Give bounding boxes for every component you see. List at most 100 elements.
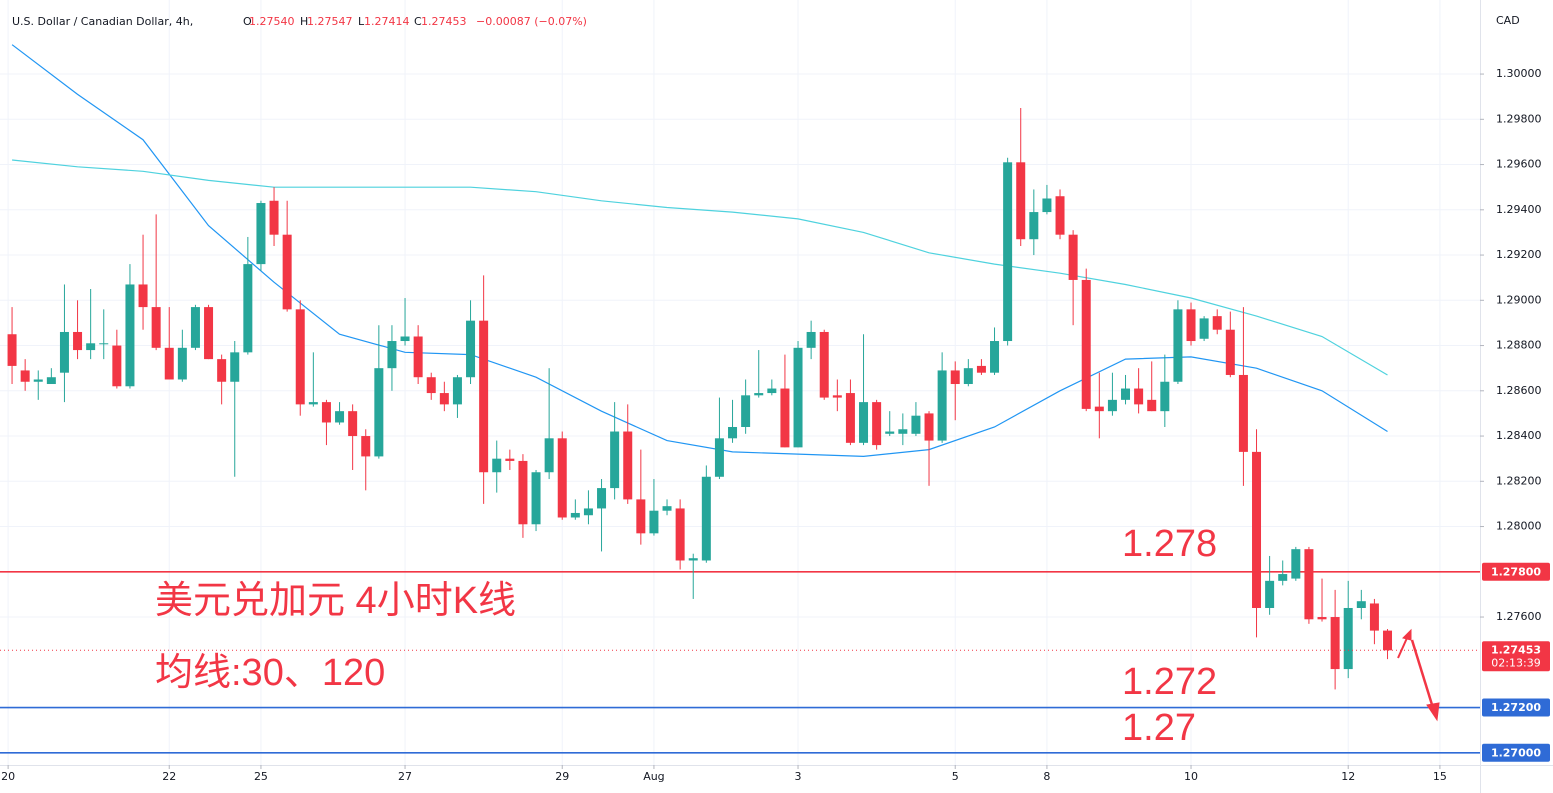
candle-body (1160, 381, 1170, 412)
candle-body (413, 336, 423, 378)
candle-body (557, 438, 567, 518)
candle-body (439, 393, 449, 405)
candle-body (1278, 574, 1288, 581)
candle-body (387, 341, 397, 369)
candle-body (885, 431, 895, 434)
y-tick-label: 1.29800 (1496, 112, 1542, 125)
y-tick-label: 1.30000 (1496, 67, 1542, 80)
ohlc-value: 1.27453 (421, 15, 467, 28)
moving-average-line (11, 44, 1388, 458)
candle-body (1343, 607, 1353, 670)
level-label-box (1482, 743, 1550, 762)
arrow-head (1402, 628, 1412, 641)
candle-body (1016, 162, 1026, 240)
y-tick-label: 1.28400 (1496, 429, 1542, 442)
candle-body (845, 393, 855, 443)
candle-body (531, 472, 541, 525)
candle-body (1094, 406, 1104, 412)
candle-body (1356, 601, 1366, 608)
candle-body (505, 458, 515, 461)
candle-body (138, 284, 148, 308)
level-label-box (1482, 562, 1550, 581)
ohlc-value: 1.27414 (364, 15, 410, 28)
candle-body (1369, 603, 1379, 631)
candle-body (59, 331, 69, 373)
x-tick-label: 22 (162, 770, 176, 783)
arrow (1397, 628, 1440, 722)
candle-body (570, 512, 580, 518)
candle-body (282, 234, 292, 310)
candle-body (583, 508, 593, 516)
candle-body (1121, 388, 1131, 400)
candle-body (1238, 374, 1248, 452)
candle-body (859, 402, 869, 443)
ohlc-value: 1.27540 (249, 15, 295, 28)
candle-body (649, 510, 659, 534)
candle-body (544, 438, 554, 473)
candle-body (1147, 399, 1157, 412)
axes: 1.30000 1.29800 1.29600 1.29400 1.29200 1.290… (1, 14, 1550, 783)
arrow-shaft (1410, 639, 1435, 709)
x-tick-label: 20 (1, 770, 15, 783)
change-value: −0.00087 (−0.07%) (476, 15, 587, 28)
candle-body (243, 264, 253, 353)
countdown-label: 02:13:39 (1491, 656, 1540, 669)
candle-body (1317, 617, 1327, 620)
level-label: 1.27800 (1491, 565, 1541, 578)
y-tick-label: 1.28000 (1496, 520, 1542, 533)
candle-body (754, 393, 764, 396)
candle-body (400, 336, 410, 342)
candle-body (374, 368, 384, 457)
candle-body (256, 203, 266, 265)
candle-body (348, 411, 358, 437)
ohlc-value: 1.27547 (307, 15, 353, 28)
candle-body (217, 359, 227, 382)
candle-body (230, 352, 240, 382)
candle-body (1003, 162, 1013, 342)
y-tick-label: 1.29200 (1496, 248, 1542, 261)
candle-body (662, 506, 672, 511)
arrow-shaft (1397, 637, 1408, 659)
last-price-box (1482, 641, 1550, 672)
candle-body (701, 476, 711, 561)
plot-area (0, 44, 1480, 754)
currency-label: CAD (1496, 14, 1520, 27)
x-tick-label: 15 (1433, 770, 1447, 783)
candle-body (125, 284, 135, 387)
candle-body (335, 411, 345, 423)
candle-body (492, 458, 502, 473)
candle-body (610, 431, 620, 489)
level-label: 1.27000 (1491, 746, 1541, 759)
candle-body (937, 370, 947, 441)
candle-body (1265, 580, 1275, 608)
y-tick-label: 1.27600 (1496, 610, 1542, 623)
candle-body (164, 347, 174, 380)
chart-title: U.S. Dollar / Canadian Dollar, 4h, (12, 15, 193, 28)
last-price-label: 1.27453 (1491, 643, 1541, 656)
annotation: 1.27 (1122, 707, 1196, 749)
candle-body (636, 499, 646, 534)
annotation: 均线:30、120 (155, 652, 385, 694)
candle-body (728, 426, 738, 439)
candle-body (911, 415, 921, 434)
candle-body (1225, 329, 1235, 375)
candle-body (479, 320, 489, 473)
level-label: 1.27200 (1491, 701, 1541, 714)
candle-body (452, 377, 462, 405)
annotation: 1.278 (1122, 523, 1217, 565)
candle-body (832, 395, 842, 398)
candle-body (767, 388, 777, 394)
candle-body (1252, 451, 1262, 608)
candle-body (1029, 212, 1039, 240)
candle-body (1304, 549, 1314, 620)
candle-body (99, 343, 109, 345)
x-tick-label: 25 (254, 770, 268, 783)
y-tick-label: 1.29400 (1496, 203, 1542, 216)
x-tick-label: 27 (398, 770, 412, 783)
candle-body (990, 341, 1000, 373)
x-tick-label: 29 (555, 770, 569, 783)
candle-body (321, 402, 331, 423)
candle-body (1186, 309, 1196, 342)
